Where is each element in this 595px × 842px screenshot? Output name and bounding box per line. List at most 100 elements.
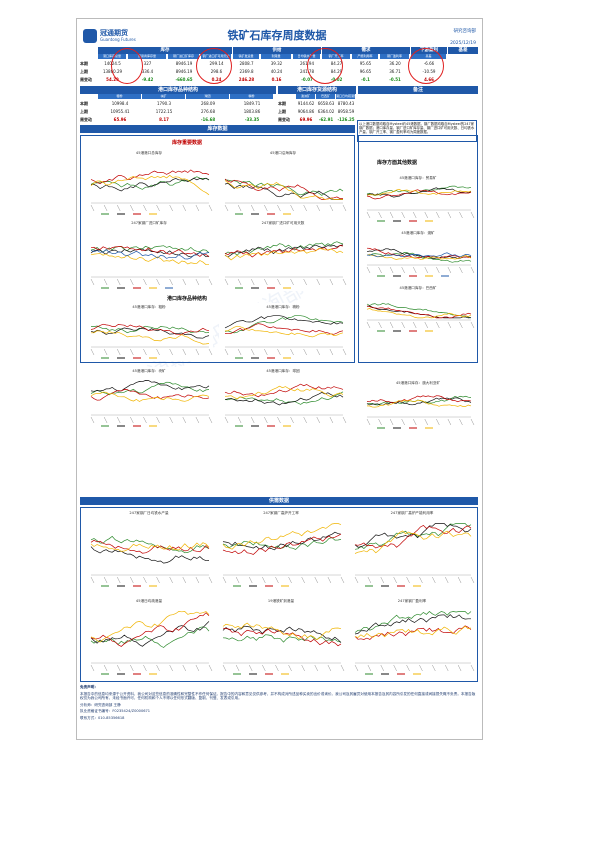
x-tick-label: [413, 418, 417, 426]
structure-cell: 268.09: [201, 101, 215, 106]
summary-cell: -0.51: [389, 77, 401, 82]
x-tick-label: [366, 211, 371, 219]
x-tick-label: [445, 576, 449, 584]
series-line: [366, 253, 472, 260]
chart-plot: [224, 178, 347, 215]
chart-plot: [90, 380, 213, 427]
x-tick-label: [208, 348, 213, 356]
x-tick-label: [470, 266, 475, 274]
structure-col-header: 精粉: [230, 94, 273, 99]
x-tick-label: [389, 418, 394, 426]
x-tick-label: [169, 348, 173, 356]
x-tick-label: [224, 416, 229, 424]
x-tick-label: [117, 204, 121, 212]
series-line: [224, 323, 344, 335]
x-tick-label: [275, 576, 279, 584]
chart-plot: [90, 245, 213, 289]
x-tick-label: [288, 576, 292, 584]
x-tick-label: [222, 576, 227, 584]
x-tick-label: [340, 664, 345, 672]
x-tick-label: [90, 278, 95, 286]
x-tick-label: [169, 416, 173, 424]
x-tick-label: [143, 204, 147, 212]
series-line: [90, 323, 210, 335]
x-tick-label: [251, 348, 255, 356]
x-tick-label: [303, 278, 307, 286]
x-tick-label: [314, 576, 318, 584]
x-tick-label: [393, 576, 397, 584]
x-tick-label: [303, 204, 307, 212]
chart-title: 247家钢厂进口矿库存: [131, 221, 167, 225]
x-tick-label: [329, 416, 334, 424]
x-tick-label: [290, 416, 294, 424]
series-line: [224, 248, 344, 261]
chart-title: 45港港口库存：澳矿: [401, 231, 435, 235]
series-line: [90, 248, 210, 258]
structure-cell: 9144.62: [297, 101, 315, 106]
line-chart: 45港日均疏港量: [85, 597, 213, 677]
x-tick-label: [235, 664, 240, 672]
report-title: 铁矿石库存周度数据: [227, 29, 327, 42]
series-line: [224, 178, 343, 200]
x-tick-label: [169, 576, 173, 584]
x-tick-label: [401, 266, 405, 274]
structure-col-header: 港口日均疏港量: [336, 94, 355, 99]
x-tick-label: [389, 321, 394, 329]
series-line: [90, 535, 210, 554]
disclaimer: 免责声明： 本报告中的信息均来源于公开资料，我公司对这些信息的准确性和完整性不作…: [80, 685, 478, 723]
x-tick-label: [329, 278, 334, 286]
x-tick-label: [459, 321, 463, 329]
series-line: [354, 625, 472, 638]
x-tick-label: [195, 204, 200, 212]
x-tick-label: [156, 204, 160, 212]
series-line: [222, 531, 342, 551]
x-tick-label: [424, 418, 428, 426]
x-tick-label: [143, 576, 147, 584]
series-line: [354, 611, 472, 633]
series-line: [224, 180, 343, 200]
x-tick-label: [470, 321, 475, 329]
highlight-circle: [111, 48, 143, 84]
x-tick-label: [413, 266, 417, 274]
x-tick-label: [432, 664, 436, 672]
structure-cell: 8958.59: [337, 109, 355, 114]
x-tick-label: [303, 416, 307, 424]
series-line: [367, 252, 472, 258]
structure-cell: 69.96: [299, 117, 313, 122]
series-line: [366, 305, 472, 319]
x-tick-label: [117, 348, 121, 356]
x-tick-label: [130, 416, 134, 424]
series-line: [222, 622, 342, 641]
x-tick-label: [342, 348, 347, 356]
analyst: 分析师：研究咨询部 王静: [80, 702, 121, 707]
x-tick-label: [182, 278, 186, 286]
summary-cell: -0.07: [301, 77, 313, 82]
x-tick-label: [457, 664, 462, 672]
x-tick-label: [103, 576, 108, 584]
chart-title: 247家钢厂高炉产能利用率: [390, 511, 434, 515]
x-tick-label: [208, 576, 213, 584]
x-tick-label: [436, 418, 440, 426]
chart-plot: [90, 611, 213, 675]
group-demand: 需求: [322, 47, 410, 54]
x-tick-label: [208, 278, 213, 286]
row-label: 上期: [80, 109, 88, 114]
x-tick-label: [389, 211, 394, 219]
x-tick-label: [447, 211, 452, 219]
company-logo: 冠通期货 Guantong Futures: [83, 27, 153, 47]
series-line: [224, 385, 344, 400]
x-tick-label: [156, 664, 160, 672]
row-label: 上期: [80, 69, 88, 74]
port-structure-title: 港口库存品种结构: [80, 86, 276, 94]
x-tick-label: [90, 204, 95, 212]
line-chart: 45港港口库存：精粉: [219, 303, 347, 361]
series-line: [366, 247, 472, 259]
x-tick-label: [401, 211, 405, 219]
structure-row: 周变动 65.96 8.17 -16.68 -33.35: [80, 116, 280, 123]
structure-col-header: 块矿: [142, 94, 185, 99]
x-tick-label: [103, 348, 108, 356]
x-tick-label: [130, 204, 134, 212]
structure-cell: 10955.41: [110, 109, 130, 114]
series-line: [224, 182, 343, 200]
structure-cell: -62.91: [318, 117, 334, 122]
